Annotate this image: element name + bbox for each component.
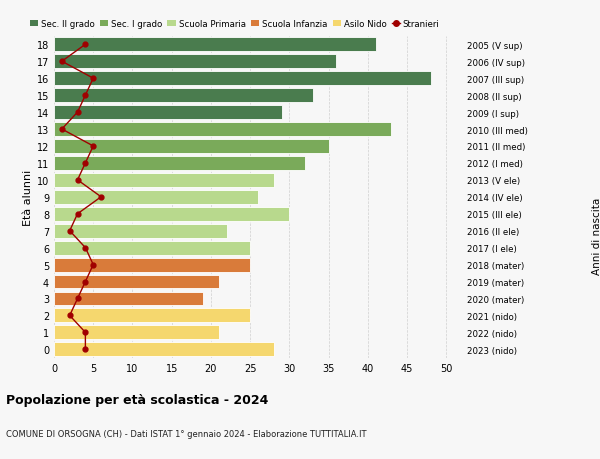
Text: COMUNE DI ORSOGNA (CH) - Dati ISTAT 1° gennaio 2024 - Elaborazione TUTTITALIA.IT: COMUNE DI ORSOGNA (CH) - Dati ISTAT 1° g… [6, 429, 367, 438]
Text: Anni di nascita: Anni di nascita [592, 197, 600, 274]
Bar [54, 241, 250, 255]
Text: Popolazione per età scolastica - 2024: Popolazione per età scolastica - 2024 [6, 393, 268, 406]
Bar [54, 140, 329, 154]
Bar [54, 123, 391, 137]
Bar [54, 190, 258, 204]
Bar [54, 292, 203, 306]
Legend: Sec. II grado, Sec. I grado, Scuola Primaria, Scuola Infanzia, Asilo Nido, Stran: Sec. II grado, Sec. I grado, Scuola Prim… [30, 20, 440, 29]
Y-axis label: Età alunni: Età alunni [23, 169, 32, 225]
Bar [54, 72, 431, 86]
Bar [54, 38, 376, 52]
Bar [54, 326, 219, 340]
Bar [54, 106, 281, 120]
Bar [54, 275, 219, 289]
Bar [54, 224, 227, 238]
Bar [54, 207, 289, 221]
Bar [54, 174, 274, 187]
Bar [54, 55, 337, 69]
Bar [54, 89, 313, 103]
Bar [54, 258, 250, 272]
Bar [54, 342, 274, 357]
Bar [54, 309, 250, 323]
Bar [54, 157, 305, 170]
